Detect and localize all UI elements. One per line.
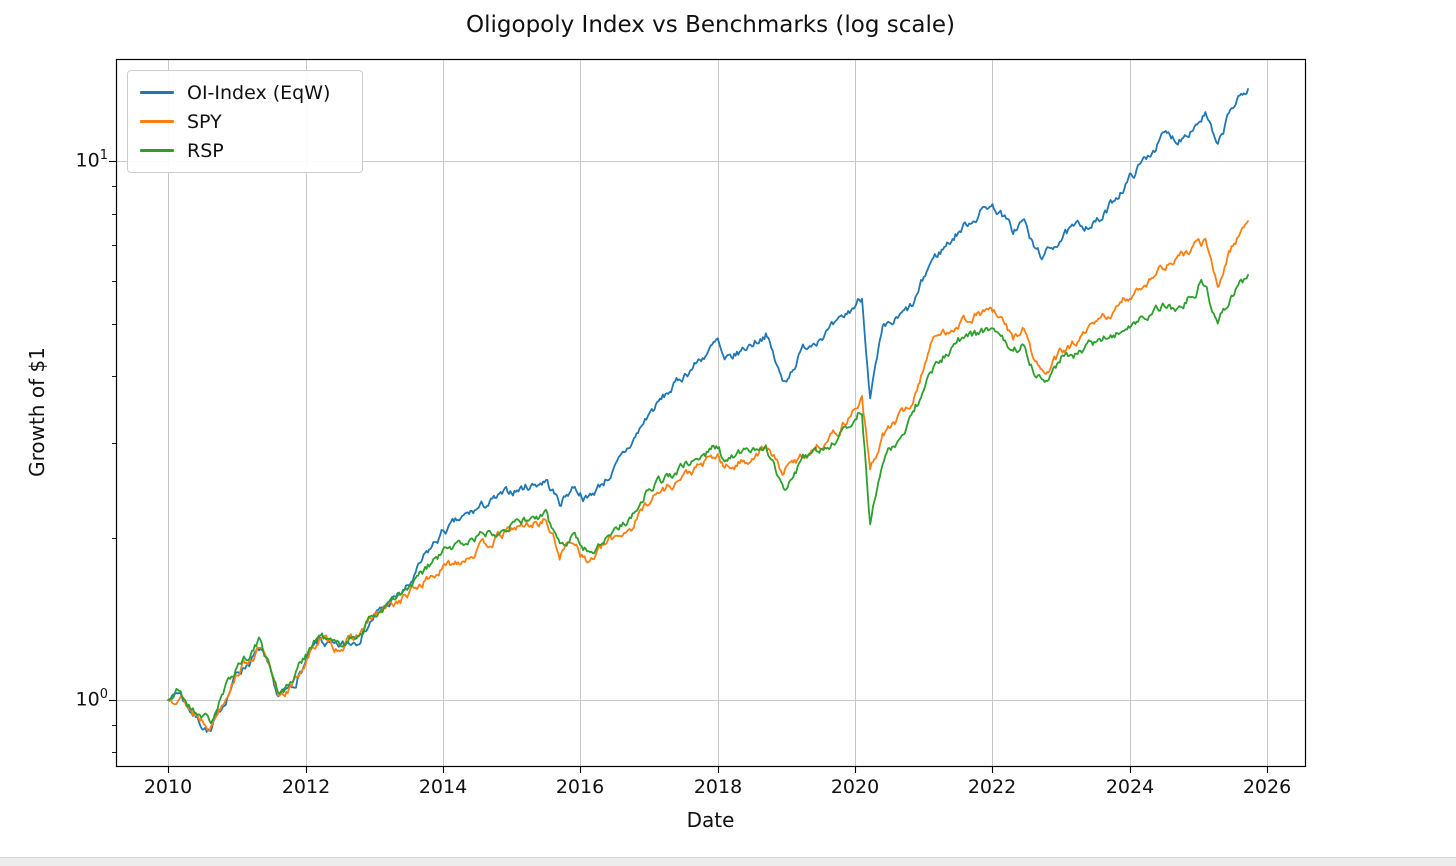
spy-line-swatch bbox=[140, 120, 174, 123]
legend-label-spy: SPY bbox=[187, 110, 222, 133]
x-tick-label-2020: 2020 bbox=[830, 776, 880, 798]
y-axis-label: Growth of $1 bbox=[25, 347, 49, 477]
y-tick-label-10e1: 101 bbox=[75, 148, 108, 172]
x-tick-label-2010: 2010 bbox=[143, 776, 193, 798]
plot-border bbox=[115, 58, 1307, 768]
y-tick-label-10e0: 100 bbox=[75, 686, 108, 711]
oi-index-line-swatch bbox=[140, 91, 174, 94]
rsp-line-swatch bbox=[140, 149, 174, 152]
x-tick-label-2014: 2014 bbox=[418, 776, 468, 798]
x-tick-label-2026: 2026 bbox=[1242, 776, 1292, 798]
legend-entry-spy: SPY bbox=[140, 107, 352, 136]
series-line-spy bbox=[167, 220, 1249, 732]
legend: OI-Index (EqW) SPY RSP bbox=[127, 70, 363, 173]
legend-entry-rsp: RSP bbox=[140, 136, 352, 165]
series-line-rsp bbox=[167, 274, 1249, 725]
x-tick-label-2024: 2024 bbox=[1105, 776, 1155, 798]
window-bottom-strip bbox=[0, 857, 1456, 866]
legend-entry-oi-index: OI-Index (EqW) bbox=[140, 78, 352, 107]
legend-label-rsp: RSP bbox=[187, 139, 224, 162]
x-tick-label-2016: 2016 bbox=[555, 776, 605, 798]
tick-marks bbox=[109, 160, 1269, 773]
legend-label-oi-index: OI-Index (EqW) bbox=[187, 81, 331, 104]
chart-title: Oligopoly Index vs Benchmarks (log scale… bbox=[466, 12, 955, 38]
series-line-oi-index-eqw bbox=[167, 88, 1249, 733]
x-tick-label-2012: 2012 bbox=[281, 776, 331, 798]
x-tick-label-2022: 2022 bbox=[967, 776, 1017, 798]
x-axis-label: Date bbox=[686, 808, 735, 832]
x-tick-label-2018: 2018 bbox=[693, 776, 743, 798]
